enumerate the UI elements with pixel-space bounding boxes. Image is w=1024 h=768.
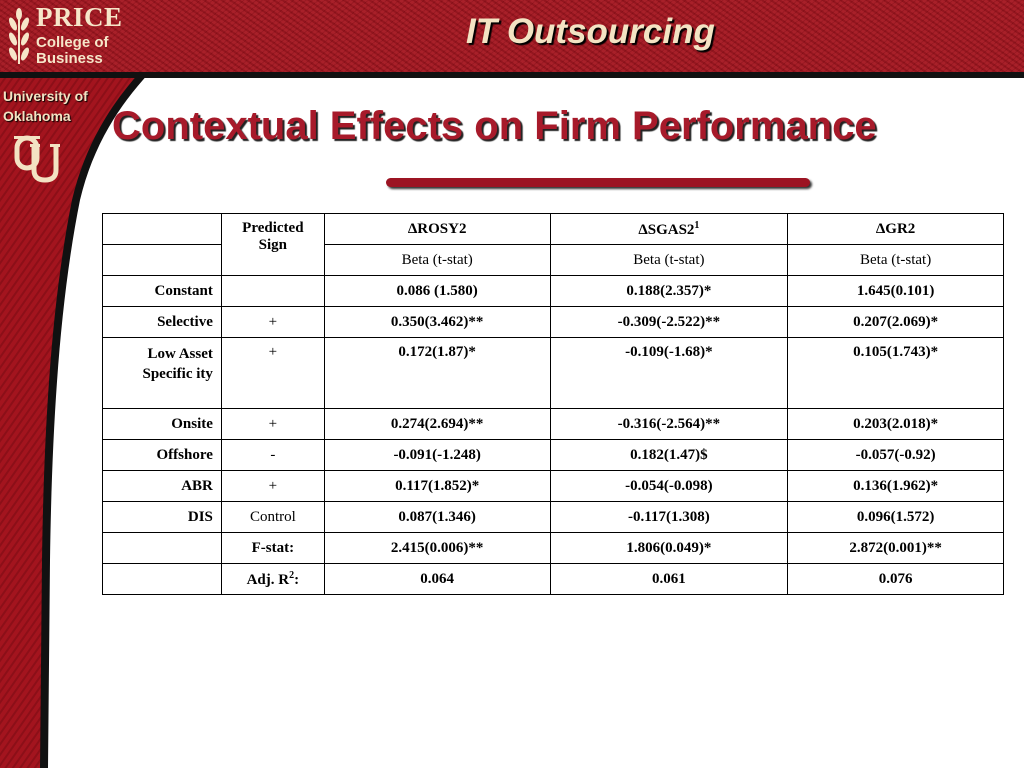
university-line2: Oklahoma xyxy=(3,108,71,124)
logo-subtitle-line2: Business xyxy=(36,50,103,67)
row-sign xyxy=(220,275,325,307)
table-row: Selective + 0.350(3.462)** -0.309(-2.522… xyxy=(102,306,1004,338)
row-gr: 0.207(2.069)* xyxy=(787,306,1004,338)
banner-divider xyxy=(0,72,1024,78)
row-rosy: -0.091(-1.248) xyxy=(323,439,551,471)
heading-underline xyxy=(386,178,810,187)
row-rosy: 0.274(2.694)** xyxy=(323,408,551,440)
adjr2-label-text: Adj. R xyxy=(246,571,290,588)
row-gr: 0.105(1.743)* xyxy=(787,337,1004,409)
ou-monogram-icon xyxy=(14,135,60,183)
row-rosy: 0.350(3.462)** xyxy=(323,306,551,338)
row-sgas: -0.117(1.308) xyxy=(549,501,789,533)
row-sgas: -0.309(-2.522)** xyxy=(549,306,789,338)
row-sgas: -0.316(-2.564)** xyxy=(549,408,789,440)
fstat-gr: 2.872(0.001)** xyxy=(787,532,1004,564)
row-label: Offshore xyxy=(102,439,222,471)
adjr2-gr: 0.076 xyxy=(787,563,1004,595)
row-label: DIS xyxy=(102,501,222,533)
adjr2-rosy: 0.064 xyxy=(323,563,551,595)
table-header-row: Predicted Sign ΔROSY2 ΔSGAS21 ΔGR2 xyxy=(102,213,1004,276)
regression-table: Predicted Sign ΔROSY2 ΔSGAS21 ΔGR2 Beta … xyxy=(102,213,1004,595)
sgas-header: ΔSGAS21 xyxy=(549,213,789,245)
row-sgas: 0.182(1.47)$ xyxy=(549,439,789,471)
top-banner xyxy=(0,0,1024,72)
row-sgas: 0.188(2.357)* xyxy=(549,275,789,307)
university-label: University of Oklahoma xyxy=(3,86,88,126)
table-row: ABR + 0.117(1.852)* -0.054(-0.098) 0.136… xyxy=(102,470,1004,502)
fstat-empty-cell xyxy=(102,532,222,564)
table-row: Low Asset Specific ity + 0.172(1.87)* -0… xyxy=(102,337,1004,409)
row-gr: -0.057(-0.92) xyxy=(787,439,1004,471)
row-label: Constant xyxy=(102,275,222,307)
row-sign: + xyxy=(220,337,325,409)
fstat-sgas: 1.806(0.049)* xyxy=(549,532,789,564)
table-row: DIS Control 0.087(1.346) -0.117(1.308) 0… xyxy=(102,501,1004,533)
adjr2-empty-cell xyxy=(102,563,222,595)
row-rosy: 0.087(1.346) xyxy=(323,501,551,533)
table-row: Constant 0.086 (1.580) 0.188(2.357)* 1.6… xyxy=(102,275,1004,307)
slide-title: IT Outsourcing xyxy=(466,12,715,51)
table-row: Offshore - -0.091(-1.248) 0.182(1.47)$ -… xyxy=(102,439,1004,471)
row-label: Selective xyxy=(102,306,222,338)
gr-subheader: Beta (t-stat) xyxy=(787,244,1004,276)
row-label: Onsite xyxy=(102,408,222,440)
adjr2-sgas: 0.061 xyxy=(549,563,789,595)
logo-subtitle: College of Business xyxy=(36,35,109,67)
row-rosy: 0.086 (1.580) xyxy=(323,275,551,307)
side-swoosh xyxy=(0,72,150,768)
wheat-logo-icon xyxy=(8,8,30,64)
row-sign: - xyxy=(220,439,325,471)
rosy-subheader: Beta (t-stat) xyxy=(323,244,551,276)
row-sign: + xyxy=(220,306,325,338)
sgas-subheader: Beta (t-stat) xyxy=(549,244,789,276)
table-corner-cell-2 xyxy=(102,244,222,276)
row-rosy: 0.172(1.87)* xyxy=(323,337,551,409)
predicted-sign-header: Predicted Sign xyxy=(220,213,325,276)
rosy-header: ΔROSY2 xyxy=(323,213,551,245)
fstat-label: F-stat: xyxy=(220,532,325,564)
university-line1: University of xyxy=(3,88,88,104)
row-rosy: 0.117(1.852)* xyxy=(323,470,551,502)
row-sgas: -0.109(-1.68)* xyxy=(549,337,789,409)
sgas-header-text: ΔSGAS2 xyxy=(638,221,695,238)
row-label: Low Asset Specific ity xyxy=(102,337,222,409)
adjr2-row: Adj. R2: 0.064 0.061 0.076 xyxy=(102,563,1004,595)
fstat-rosy: 2.415(0.006)** xyxy=(323,532,551,564)
price-logo: PRICE College of Business xyxy=(0,0,143,72)
row-gr: 0.096(1.572) xyxy=(787,501,1004,533)
row-gr: 0.203(2.018)* xyxy=(787,408,1004,440)
table-subheader-row: Beta (t-stat) Beta (t-stat) Beta (t-stat… xyxy=(102,244,1004,276)
row-sign: Control xyxy=(220,501,325,533)
logo-subtitle-line1: College of xyxy=(36,34,109,51)
row-sgas: -0.054(-0.098) xyxy=(549,470,789,502)
adjr2-label: Adj. R2: xyxy=(220,563,325,595)
row-gr: 1.645(0.101) xyxy=(787,275,1004,307)
table-corner-cell xyxy=(102,213,222,245)
adjr2-label-sup: 2 xyxy=(289,569,295,581)
sgas-footnote-mark: 1 xyxy=(694,219,700,231)
row-sign: + xyxy=(220,470,325,502)
gr-header: ΔGR2 xyxy=(787,213,1004,245)
row-gr: 0.136(1.962)* xyxy=(787,470,1004,502)
logo-word: PRICE xyxy=(36,2,123,32)
table-row: Onsite + 0.274(2.694)** -0.316(-2.564)**… xyxy=(102,408,1004,440)
row-label: ABR xyxy=(102,470,222,502)
slide-heading: Contextual Effects on Firm Performance xyxy=(112,104,877,148)
fstat-row: F-stat: 2.415(0.006)** 1.806(0.049)* 2.8… xyxy=(102,532,1004,564)
adjr2-label-suffix: : xyxy=(294,571,300,588)
row-sign: + xyxy=(220,408,325,440)
